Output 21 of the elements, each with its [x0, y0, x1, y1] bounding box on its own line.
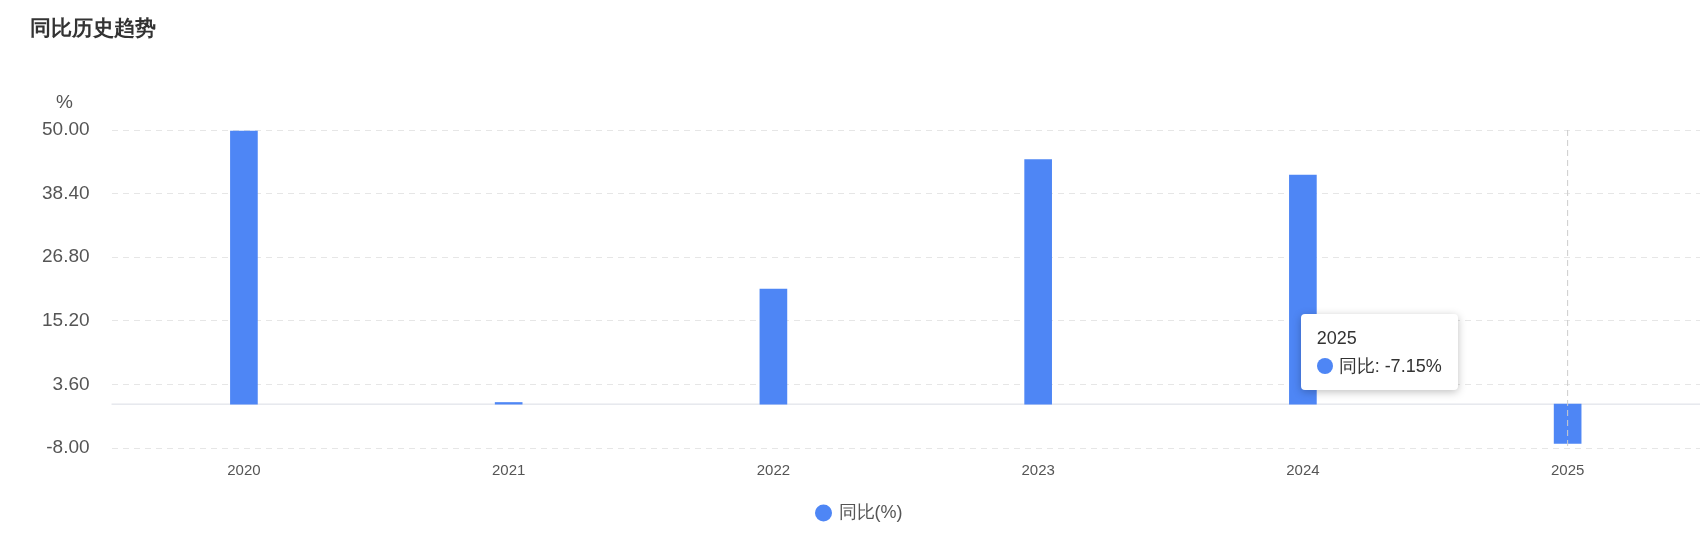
- x-tick-label: 2020: [227, 461, 261, 479]
- y-tick-label: 38.40: [42, 181, 90, 203]
- y-tick-label: -8.00: [46, 436, 90, 458]
- y-tick-label: 3.60: [52, 372, 90, 394]
- bar: [1553, 403, 1582, 444]
- y-axis-title: %: [56, 90, 74, 112]
- annotation: 同比: -7.15%: [1338, 356, 1442, 377]
- x-tick-label: 2022: [756, 461, 791, 479]
- annotation: 2025: [1316, 328, 1357, 349]
- bar: [1024, 159, 1052, 405]
- x-tick-label: 2024: [1286, 461, 1320, 479]
- x-tick-label: 2023: [1021, 461, 1055, 479]
- legend-label: 同比(%): [838, 501, 903, 522]
- bar: [759, 288, 788, 405]
- chart-title: 同比历史趋势: [30, 15, 156, 41]
- x-tick-label: 2021: [491, 461, 526, 479]
- y-tick-label: 50.00: [42, 118, 90, 140]
- y-tick-label: 26.80: [42, 245, 90, 267]
- y-tick-label: 15.20: [42, 309, 90, 331]
- bar: [230, 130, 258, 405]
- x-tick-label: 2025: [1550, 461, 1585, 479]
